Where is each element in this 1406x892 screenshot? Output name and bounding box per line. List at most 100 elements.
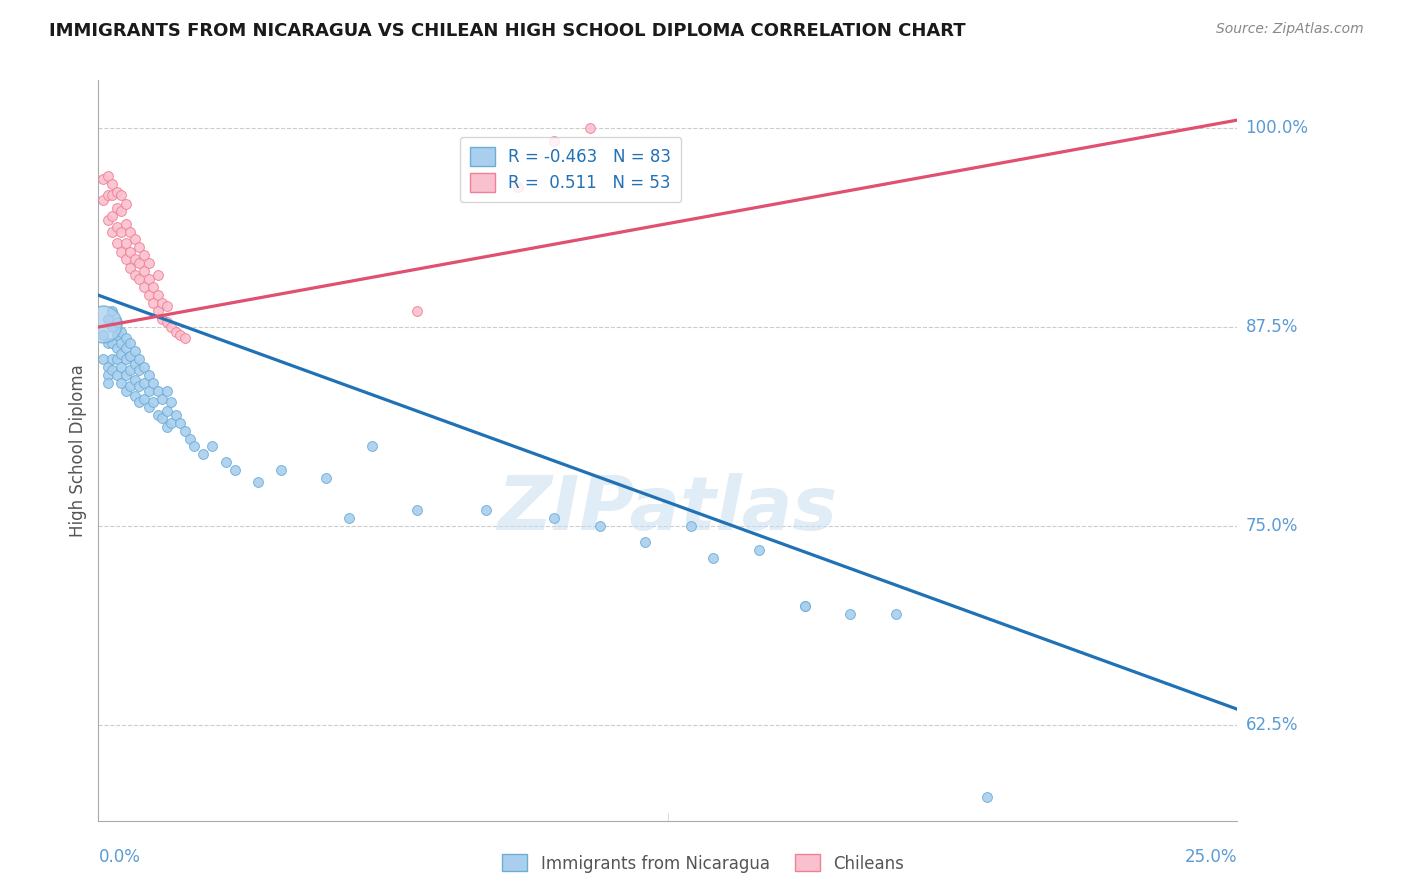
Point [132,376,155,390]
Point [110,203,132,218]
Text: 25.0%: 25.0% [1185,848,1237,866]
Point [114,217,136,231]
Point [114,197,136,211]
Point [543,134,565,148]
Point [156,420,179,434]
Point [110,325,132,339]
Point [138,368,160,382]
Point [160,320,183,334]
Point [138,384,160,398]
Point [150,392,173,406]
Text: ZIPatlas: ZIPatlas [498,473,838,546]
Point [128,363,150,377]
Point [138,272,160,286]
Point [146,268,169,282]
Point [406,304,429,318]
Point [474,503,496,517]
Point [120,245,142,260]
Point [96,213,118,227]
Point [114,384,136,398]
Point [96,336,118,351]
Legend: Immigrants from Nicaragua, Chileans: Immigrants from Nicaragua, Chileans [495,847,911,880]
Point [101,320,124,334]
Point [156,315,179,329]
Point [96,359,118,374]
Point [96,368,118,382]
Point [114,252,136,266]
Text: 75.0%: 75.0% [1246,517,1298,535]
Point [579,121,602,136]
Point [132,392,155,406]
Point [174,331,197,345]
Point [120,261,142,276]
Point [110,245,132,260]
Point [179,432,201,446]
Point [315,471,337,485]
Point [128,272,150,286]
Point [165,408,187,422]
Point [91,317,114,331]
Point [156,384,179,398]
Point [96,169,118,183]
Point [105,219,128,234]
Point [110,376,132,390]
Point [839,607,862,621]
Point [105,235,128,250]
Point [215,455,238,469]
Point [110,347,132,361]
Point [793,599,815,613]
Point [91,172,114,186]
Point [150,296,173,310]
Point [110,225,132,239]
Point [105,351,128,366]
Point [101,188,124,202]
Point [169,328,191,343]
Point [165,325,187,339]
Text: 62.5%: 62.5% [1246,716,1298,734]
Point [101,351,124,366]
Point [128,379,150,393]
Point [406,503,429,517]
Point [884,607,907,621]
Point [156,299,179,313]
Point [169,416,191,430]
Point [193,447,215,461]
Point [142,296,165,310]
Point [114,235,136,250]
Point [120,225,142,239]
Point [124,232,146,246]
Point [160,416,183,430]
Point [132,359,155,374]
Point [132,248,155,262]
Point [128,256,150,270]
Point [146,384,169,398]
Point [360,440,382,454]
Point [105,368,128,382]
Text: 87.5%: 87.5% [1246,318,1298,336]
Point [128,395,150,409]
Point [132,264,155,278]
Point [124,373,146,387]
Point [174,424,197,438]
Point [132,280,155,294]
Point [101,225,124,239]
Point [634,535,657,549]
Point [114,368,136,382]
Point [101,177,124,191]
Point [201,440,224,454]
Legend: R = -0.463   N = 83, R =  0.511   N = 53: R = -0.463 N = 83, R = 0.511 N = 53 [460,136,681,202]
Point [142,376,165,390]
Point [793,599,815,613]
Point [120,336,142,351]
Point [679,519,702,533]
Point [101,363,124,377]
Text: IMMIGRANTS FROM NICARAGUA VS CHILEAN HIGH SCHOOL DIPLOMA CORRELATION CHART: IMMIGRANTS FROM NICARAGUA VS CHILEAN HIG… [49,22,966,40]
Text: 0.0%: 0.0% [98,848,141,866]
Point [124,268,146,282]
Point [96,312,118,326]
Point [150,410,173,425]
Point [128,240,150,254]
Point [146,304,169,318]
Point [150,312,173,326]
Point [138,400,160,414]
